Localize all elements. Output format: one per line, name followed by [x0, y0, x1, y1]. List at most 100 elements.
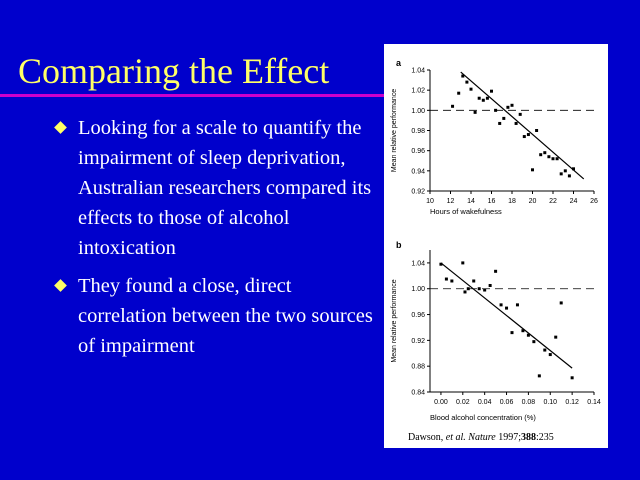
data-point	[499, 303, 503, 307]
diamond-bullet-icon	[54, 279, 67, 292]
data-point	[515, 303, 519, 307]
data-point	[543, 151, 547, 155]
y-tick-label: 0.84	[411, 390, 425, 397]
bullet-text: They found a close, direct correlation b…	[78, 275, 373, 357]
data-point	[461, 261, 465, 265]
regression-line	[460, 71, 585, 180]
data-point	[522, 135, 526, 139]
data-point	[439, 262, 443, 266]
data-point	[510, 103, 514, 107]
data-point	[461, 74, 465, 78]
x-tick-label: 0.10	[543, 399, 557, 406]
data-point	[477, 96, 481, 100]
data-point	[444, 277, 448, 281]
x-axis-label: Hours of wakefulness	[430, 207, 502, 216]
data-point	[532, 340, 536, 344]
data-point	[498, 121, 502, 125]
y-tick-label: 0.98	[411, 128, 425, 135]
data-point	[548, 353, 552, 357]
panel-label: a	[396, 58, 402, 68]
x-tick-label: 0.08	[522, 399, 536, 406]
x-tick-label: 10	[426, 198, 434, 205]
data-point	[570, 376, 574, 380]
y-tick-label: 0.92	[411, 189, 425, 196]
data-point	[543, 348, 547, 352]
data-point	[518, 112, 522, 116]
x-tick-label: 0.12	[565, 399, 579, 406]
citation-pages: :235	[535, 432, 554, 443]
data-point	[473, 110, 477, 114]
y-tick-label: 0.96	[411, 148, 425, 155]
data-point	[535, 129, 539, 132]
x-tick-label: 0.14	[587, 399, 601, 406]
y-tick-label: 0.88	[411, 364, 425, 371]
x-tick-label: 12	[447, 198, 455, 205]
data-point	[531, 168, 534, 172]
y-tick-label: 0.94	[411, 168, 425, 175]
x-tick-label: 0.04	[478, 399, 492, 406]
slide-title: Comparing the Effect	[18, 51, 330, 91]
data-point	[483, 288, 487, 292]
data-point	[526, 133, 530, 137]
y-axis-label: Mean relative performance	[391, 279, 398, 362]
data-point	[559, 172, 563, 176]
data-point	[506, 105, 510, 109]
data-point	[563, 169, 567, 173]
figure-panel: a 10 12 14 16 18 20 22 24 26 0.92 0.94 0.96 0.98 1.00 1…	[384, 44, 608, 448]
data-point	[451, 104, 455, 108]
data-point	[469, 87, 473, 91]
data-point	[485, 96, 489, 100]
x-tick-label: 26	[590, 198, 598, 205]
bullet-list: Looking for a scale to quantify the impa…	[54, 113, 376, 369]
y-axis-label: Mean relative performance	[391, 89, 398, 172]
citation-author: Dawson,	[408, 432, 446, 443]
data-point	[551, 157, 555, 161]
data-point	[539, 153, 543, 157]
panel-label: b	[396, 240, 402, 250]
data-point	[559, 301, 563, 305]
citation: Dawson, et al. Nature 1997;388:235	[408, 432, 554, 443]
x-tick-label: 14	[467, 198, 475, 205]
y-tick-label: 1.04	[411, 260, 425, 267]
x-tick-label: 18	[508, 198, 516, 205]
data-point	[477, 287, 481, 291]
data-point	[510, 331, 514, 335]
data-point	[494, 269, 498, 273]
x-tick-label: 0.06	[500, 399, 514, 406]
data-point	[450, 279, 454, 283]
data-point	[554, 335, 558, 339]
data-point	[488, 284, 492, 287]
y-tick-label: 1.02	[411, 88, 425, 95]
y-tick-label: 1.00	[411, 108, 425, 115]
data-point	[463, 290, 467, 294]
data-point	[494, 108, 498, 112]
x-tick-label: 0.00	[434, 399, 448, 406]
citation-journal: Nature	[468, 432, 496, 443]
bullet-item: They found a close, direct correlation b…	[54, 271, 376, 361]
data-point	[472, 279, 476, 283]
data-point	[502, 116, 506, 120]
title-underline	[0, 94, 384, 97]
x-tick-label: 0.02	[456, 399, 470, 406]
data-point	[514, 121, 518, 125]
data-point	[457, 91, 461, 95]
y-tick-label: 1.04	[411, 68, 425, 75]
data-point	[466, 287, 470, 291]
x-axis-label: Blood alcohol concentration (%)	[430, 413, 536, 422]
regression-line	[440, 262, 573, 369]
y-tick-label: 0.92	[411, 338, 425, 345]
bullet-text: Looking for a scale to quantify the impa…	[78, 117, 372, 259]
data-point	[555, 157, 559, 161]
citation-year: 1997;	[495, 432, 521, 443]
x-tick-label: 24	[570, 198, 578, 205]
citation-etal: et al.	[445, 432, 466, 443]
data-point	[521, 329, 525, 333]
data-point	[505, 306, 509, 310]
data-point	[526, 333, 530, 337]
data-point	[537, 374, 541, 378]
figure-svg: a 10 12 14 16 18 20 22 24 26 0.92 0.94 0.96 0.98 1.00 1…	[391, 58, 601, 422]
data-point	[481, 98, 485, 102]
data-point	[490, 89, 493, 93]
diamond-bullet-icon	[54, 121, 67, 134]
bullet-item: Looking for a scale to quantify the impa…	[54, 113, 376, 263]
